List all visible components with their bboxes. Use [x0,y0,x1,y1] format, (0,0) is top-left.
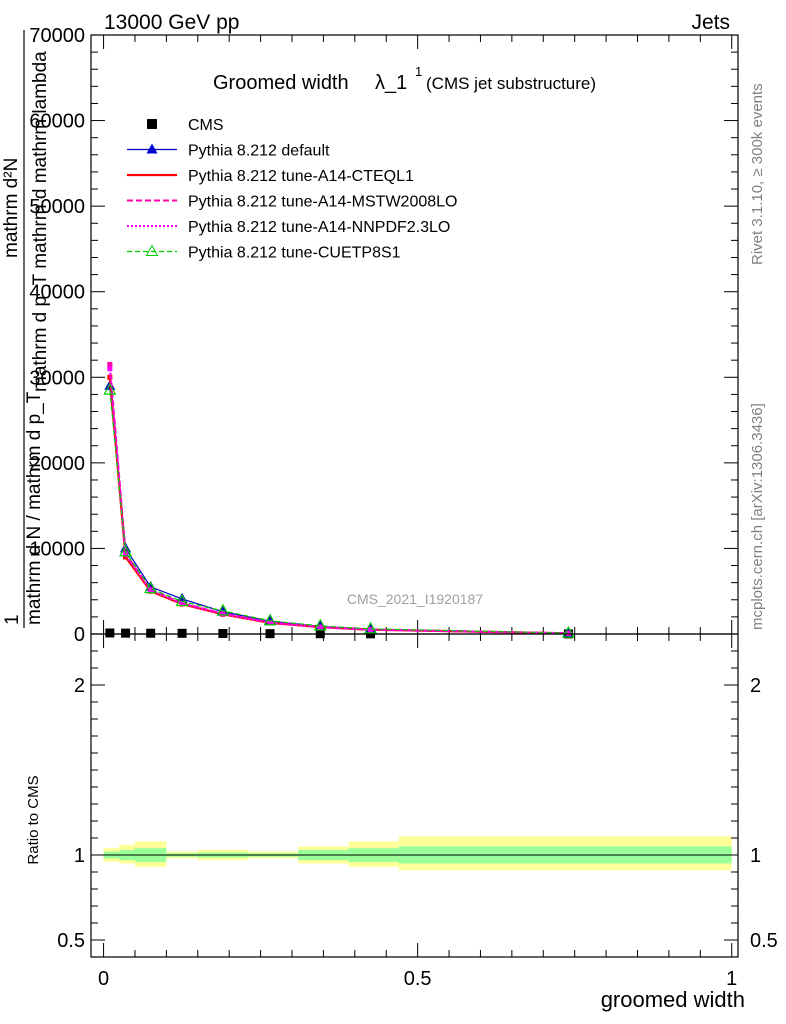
watermark: CMS_2021_I1920187 [347,591,483,607]
ratio-y-tick-label-right: 2 [750,675,761,697]
main-y-axis-label: 1 mathrm d N / mathrm d p_T mathrm d²N m… [1,30,51,628]
series-point-cuetp8s1 [313,618,327,631]
series-point-cuetp8s1 [144,581,158,594]
legend-entry-default: Pythia 8.212 default [127,143,330,160]
rivet-label: Rivet 3.1.10, ≥ 300k events [749,83,766,265]
cms-data-point [146,628,156,638]
y-label-norm: mathrm d N / mathrm d p_T [24,391,45,625]
series-mstw [107,361,571,636]
y-label-prefix: 1 [2,614,23,625]
series-point-cuetp8s1 [119,544,133,557]
series-nnpdf [107,366,571,636]
title-superscript: 1 [415,64,422,79]
series-point-cteql1 [123,554,129,560]
title-symbol: λ_1 [375,72,407,94]
series-point-nnpdf [220,611,226,617]
legend-marker-data [147,119,157,129]
main-y-tick-label: 70000 [29,25,85,47]
legend-label-cuetp8s1: Pythia 8.212 tune-CUETP8S1 [188,245,401,262]
legend-label-mstw: Pythia 8.212 tune-A14-MSTW2008LO [188,194,457,211]
series-point-nnpdf [565,630,571,636]
legend-marker-default [146,143,158,154]
series-line-cteql1 [108,377,569,635]
category-label: Jets [691,11,730,34]
energy-label: 13000 GeV pp [104,11,239,34]
x-axis-label: groomed width [601,987,745,1012]
series-cuetp8s1 [103,382,575,638]
x-tick-label: 0 [98,968,109,990]
series-point-nnpdf [267,620,273,626]
main-y-tick-label: 20000 [29,453,85,475]
ratio-y-tick-label: 0.5 [57,930,85,952]
series-line-default [109,385,569,634]
series-point-cuetp8s1 [561,625,575,638]
series-point-nnpdf [107,366,113,372]
series-line-nnpdf [108,368,569,635]
series-point-nnpdf [368,627,374,633]
legend-label-default: Pythia 8.212 default [188,143,330,160]
series-point-cuetp8s1 [103,382,117,395]
source-label: mcplots.cern.ch [arXiv:1306.3436] [749,403,766,630]
series-point-mstw [107,361,113,367]
legend-label-data: CMS [188,117,224,134]
ratio-y-axis-label: Ratio to CMS [25,775,42,864]
main-y-tick-label: 30000 [29,367,85,389]
main-y-tick-label: 10000 [29,538,85,560]
legend-entry-cuetp8s1: Pythia 8.212 tune-CUETP8S1 [127,244,401,262]
legend: CMS Pythia 8.212 default Pythia 8.212 tune… [127,117,457,262]
legend-label-nnpdf: Pythia 8.212 tune-A14-NNPDF2.3LO [188,219,450,236]
title-text: Groomed width [213,72,349,94]
main-y-tick-label: 50000 [29,196,85,218]
main-y-tick-label: 0 [74,624,85,646]
cms-data-point [105,628,115,638]
series-point-nnpdf [123,551,129,557]
ratio-y-tick-label: 2 [74,675,85,697]
legend-entry-mstw: Pythia 8.212 tune-A14-MSTW2008LO [127,194,457,211]
legend-label-cteql1: Pythia 8.212 tune-A14-CTEQL1 [188,168,414,185]
ratio-plot-area: 0.5 0.5 1 1 2 2 0 0.5 1 [57,633,778,990]
ratio-y-tick-label: 1 [74,845,85,867]
legend-entry-nnpdf: Pythia 8.212 tune-A14-NNPDF2.3LO [127,219,450,236]
series-point-cuetp8s1 [216,603,230,616]
ratio-y-tick-label-right: 1 [750,845,761,867]
main-plot-area: 0 10000 20000 30000 40000 50000 60000 70000 [29,25,739,646]
legend-entry-data: CMS [147,117,224,134]
series-point-nnpdf [148,587,154,593]
series-line-mstw [108,364,569,635]
x-tick-label: 1 [726,968,737,990]
series-point-cuetp8s1 [364,621,378,634]
legend-marker-cuetp8s1 [145,244,159,256]
x-tick-label: 0.5 [404,968,432,990]
series-point-cuetp8s1 [263,613,277,626]
series-point-cuetp8s1 [175,594,189,607]
series-point-nnpdf [179,601,185,607]
cms-data-point [177,628,187,638]
cms-data-point [121,628,131,638]
y-label-numerator: mathrm d²N [1,158,22,258]
series-line-cuetp8s1 [109,390,569,634]
legend-entry-cteql1: Pythia 8.212 tune-A14-CTEQL1 [127,168,414,185]
ratio-y-tick-label-right: 0.5 [750,930,778,952]
ratio-frame [90,633,739,958]
y-label-denominator: mathrm d p_T mathrm d mathrm lambda [30,51,51,392]
title-subtitle: (CMS jet substructure) [426,74,596,93]
series-point-nnpdf [317,624,323,630]
main-y-tick-label: 60000 [29,111,85,133]
chart-title: Groomed width λ_1 1 (CMS jet substructur… [213,64,596,94]
main-y-tick-label: 40000 [29,282,85,304]
